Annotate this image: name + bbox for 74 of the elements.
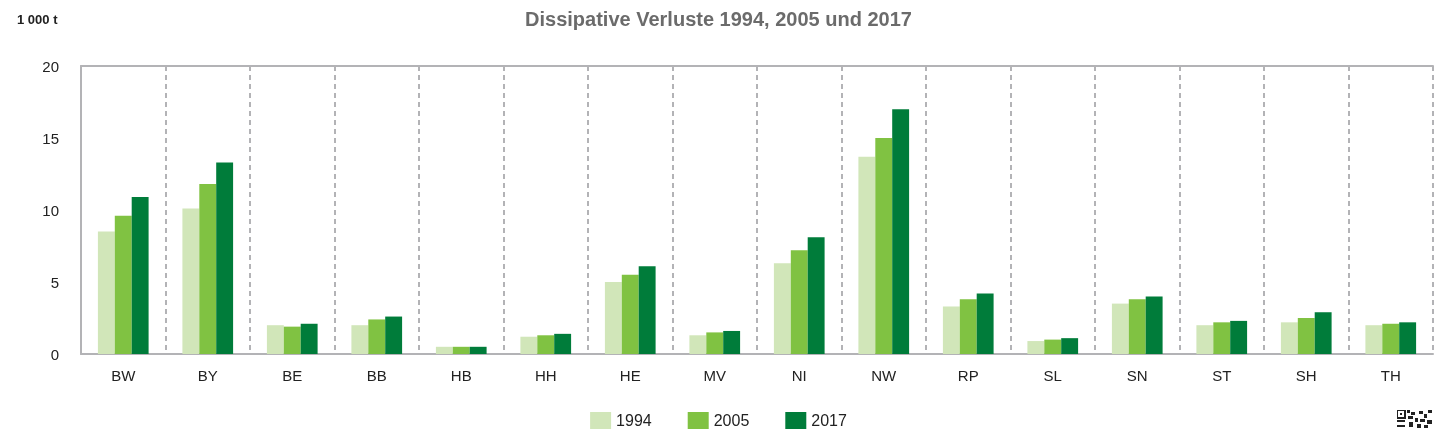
bar <box>1128 299 1146 354</box>
bar <box>892 109 910 354</box>
bar <box>959 299 977 354</box>
x-tick-label: BY <box>197 367 218 384</box>
bar <box>875 138 893 354</box>
x-tick-label: SN <box>1126 367 1148 384</box>
bar <box>435 346 453 354</box>
bar <box>807 237 825 354</box>
bar <box>182 208 200 354</box>
bar <box>604 282 622 354</box>
x-tick-label: RP <box>957 367 979 384</box>
bar <box>537 335 555 354</box>
bar <box>1027 341 1045 354</box>
bar <box>1061 338 1079 354</box>
bar <box>976 293 994 354</box>
bar <box>131 197 149 354</box>
y-tick-label: 5 <box>50 273 59 291</box>
bar <box>385 316 403 354</box>
bar <box>942 306 960 354</box>
bar <box>266 325 284 354</box>
bar <box>368 319 386 354</box>
x-tick-label: ST <box>1212 367 1232 384</box>
x-tick-label: MV <box>703 367 726 384</box>
bar <box>773 263 791 354</box>
bar <box>1196 325 1214 354</box>
x-tick-label: SL <box>1043 367 1062 384</box>
bar <box>1382 323 1400 354</box>
y-tick-label: 0 <box>50 345 59 363</box>
bar <box>723 330 741 354</box>
bar <box>858 156 876 354</box>
y-tick-label: 15 <box>42 129 59 147</box>
x-tick-label: HE <box>619 367 641 384</box>
x-tick-label: HB <box>450 367 472 384</box>
x-tick-label: BW <box>111 367 137 384</box>
bar <box>554 333 572 354</box>
bar <box>638 266 656 354</box>
bar <box>1145 296 1163 354</box>
bar <box>706 332 724 354</box>
bar <box>621 274 639 354</box>
bar <box>469 346 487 354</box>
x-tick-label: TH <box>1380 367 1401 384</box>
x-tick-label: NI <box>791 367 807 384</box>
x-tick-label: BB <box>366 367 387 384</box>
y-tick-label: 20 <box>42 57 59 75</box>
y-axis-title: 1 000 t <box>17 12 59 27</box>
legend-label: 2017 <box>811 412 847 429</box>
x-tick-label: NW <box>871 367 898 384</box>
bar <box>1365 325 1383 354</box>
bar <box>300 323 318 354</box>
bar <box>283 326 301 354</box>
bar <box>351 325 369 354</box>
bar <box>689 335 707 354</box>
bar <box>520 336 538 354</box>
bar <box>790 250 808 354</box>
bar <box>452 346 470 354</box>
bar <box>1213 322 1231 354</box>
bar <box>199 184 217 354</box>
bar <box>1044 339 1062 354</box>
bar <box>97 231 115 354</box>
bar <box>216 162 234 354</box>
legend-label: 2005 <box>713 412 750 429</box>
x-tick-label: BE <box>282 367 303 384</box>
bar <box>1399 322 1417 354</box>
bar <box>1280 322 1298 354</box>
x-tick-label: HH <box>534 367 557 384</box>
bar <box>1297 318 1315 354</box>
bar <box>1314 312 1332 354</box>
x-tick-label: SH <box>1295 367 1317 384</box>
legend-label: 1994 <box>616 412 652 429</box>
y-tick-label: 10 <box>42 201 59 219</box>
chart-title: Dissipative Verluste 1994, 2005 und 2017 <box>525 8 912 30</box>
bar <box>114 215 132 354</box>
bar <box>1111 303 1129 354</box>
bar <box>1230 320 1248 354</box>
